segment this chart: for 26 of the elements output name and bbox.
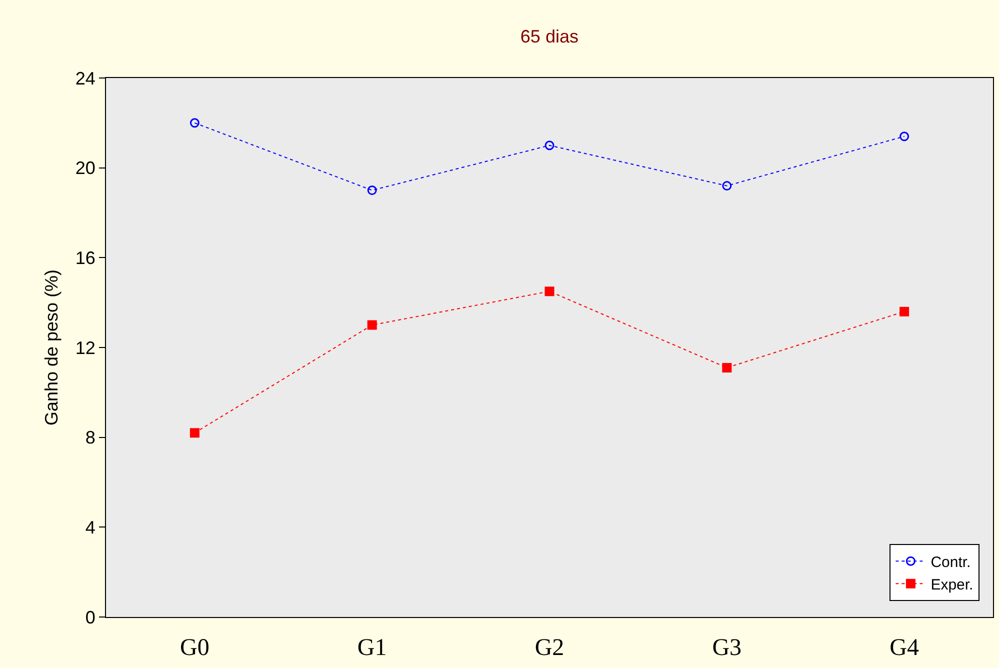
point (722, 362, 732, 372)
point (367, 186, 377, 196)
legend-label: Exper. (930, 576, 974, 594)
y-tick-label: 4 (85, 517, 96, 538)
legend-label: Contr. (930, 554, 971, 571)
y-tick-label: 8 (85, 428, 96, 448)
point (900, 306, 910, 316)
chart-title: 65 dias (520, 26, 578, 47)
point (544, 140, 554, 150)
y-tick-label: 16 (75, 248, 96, 268)
y-tick-label: 24 (75, 68, 96, 88)
point (190, 428, 200, 438)
point (367, 320, 377, 330)
x-tick-label: G3 (712, 634, 742, 661)
y-tick-label: 12 (75, 338, 96, 358)
point (900, 132, 910, 142)
x-tick-label: G4 (890, 634, 919, 661)
y-tick-label: 0 (85, 607, 96, 628)
point (722, 181, 732, 191)
x-tick-label: G0 (180, 634, 210, 661)
y-axis-title: Ganho de peso (%) (42, 269, 62, 426)
point (544, 286, 554, 296)
point (190, 118, 200, 128)
y-tick-label: 20 (75, 158, 96, 178)
x-tick-label: G2 (534, 634, 564, 661)
x-tick-label: G1 (357, 634, 387, 661)
